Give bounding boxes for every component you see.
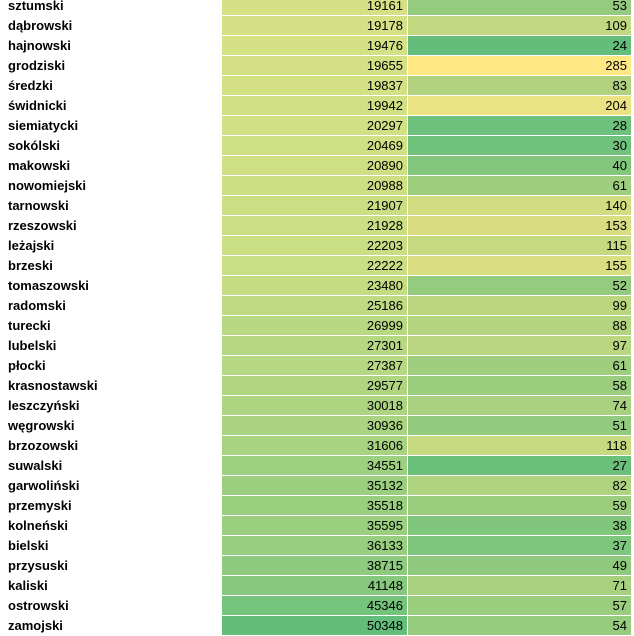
value-cell: 61 (408, 176, 631, 195)
row-label: bielski (8, 538, 49, 553)
row-label: leszczyński (8, 398, 80, 413)
value-cell: 23480 (222, 276, 407, 295)
value-cell: 19655 (222, 56, 407, 75)
value-cell: 35595 (222, 516, 407, 535)
value-cell: 109 (408, 16, 631, 35)
value-cell: 36133 (222, 536, 407, 555)
row-label: brzeski (8, 258, 53, 273)
value-cell: 53 (408, 0, 631, 15)
value-cell: 20297 (222, 116, 407, 135)
row-label: nowomiejski (8, 178, 87, 193)
value-cell: 38 (408, 516, 631, 535)
value-cell: 20890 (222, 156, 407, 175)
value-cell: 45346 (222, 596, 407, 615)
value-cell: 19178 (222, 16, 407, 35)
value-cell: 285 (408, 56, 631, 75)
value-cell: 118 (408, 436, 631, 455)
row-label: płocki (8, 358, 46, 373)
row-label: radomski (8, 298, 66, 313)
value-cell: 61 (408, 356, 631, 375)
value-cell: 99 (408, 296, 631, 315)
row-label: leżajski (8, 238, 55, 253)
row-label: węgrowski (8, 418, 75, 433)
value-cell: 27387 (222, 356, 407, 375)
value-cell: 21907 (222, 196, 407, 215)
row-label: sokólski (8, 138, 61, 153)
value-cell: 50348 (222, 616, 407, 635)
value-cell: 35518 (222, 496, 407, 515)
row-label: przemyski (8, 498, 72, 513)
row-label: hajnowski (8, 38, 71, 53)
value-cell: 52 (408, 276, 631, 295)
value-cell: 97 (408, 336, 631, 355)
value-cell: 82 (408, 476, 631, 495)
value-cell: 30 (408, 136, 631, 155)
row-label: sztumski (8, 0, 64, 13)
value-cell: 22203 (222, 236, 407, 255)
row-label: siemiatycki (8, 118, 79, 133)
value-cell: 54 (408, 616, 631, 635)
value-cell: 34551 (222, 456, 407, 475)
row-label: krasnostawski (8, 378, 98, 393)
value-cell: 71 (408, 576, 631, 595)
row-label: lubelski (8, 338, 57, 353)
value-cell: 83 (408, 76, 631, 95)
value-cell: 115 (408, 236, 631, 255)
value-cell: 37 (408, 536, 631, 555)
value-cell: 19837 (222, 76, 407, 95)
value-cell: 49 (408, 556, 631, 575)
value-cell: 21928 (222, 216, 407, 235)
value-cell: 28 (408, 116, 631, 135)
row-label: przysuski (8, 558, 68, 573)
row-label: zamojski (8, 618, 63, 633)
row-label: tarnowski (8, 198, 69, 213)
row-label: dąbrowski (8, 18, 73, 33)
value-cell: 19942 (222, 96, 407, 115)
value-cell: 74 (408, 396, 631, 415)
row-label: świdnicki (8, 98, 67, 113)
value-cell: 31606 (222, 436, 407, 455)
value-cell: 155 (408, 256, 631, 275)
value-cell: 26999 (222, 316, 407, 335)
row-label: tomaszowski (8, 278, 89, 293)
value-cell: 59 (408, 496, 631, 515)
value-cell: 24 (408, 36, 631, 55)
value-cell: 35132 (222, 476, 407, 495)
value-cell: 27301 (222, 336, 407, 355)
row-label: suwalski (8, 458, 63, 473)
value-cell: 25186 (222, 296, 407, 315)
value-cell: 30018 (222, 396, 407, 415)
value-cell: 38715 (222, 556, 407, 575)
value-cell: 19161 (222, 0, 407, 15)
value-cell: 204 (408, 96, 631, 115)
value-cell: 140 (408, 196, 631, 215)
value-cell: 51 (408, 416, 631, 435)
row-label: grodziski (8, 58, 66, 73)
value-cell: 40 (408, 156, 631, 175)
value-cell: 88 (408, 316, 631, 335)
value-cell: 27 (408, 456, 631, 475)
value-cell: 57 (408, 596, 631, 615)
value-cell: 58 (408, 376, 631, 395)
row-label: średzki (8, 78, 53, 93)
row-label: rzeszowski (8, 218, 77, 233)
value-cell: 29577 (222, 376, 407, 395)
row-label: kaliski (8, 578, 48, 593)
row-label: garwoliński (8, 478, 80, 493)
value-cell: 153 (408, 216, 631, 235)
value-cell: 22222 (222, 256, 407, 275)
value-cell: 20988 (222, 176, 407, 195)
value-cell: 20469 (222, 136, 407, 155)
row-label: brzozowski (8, 438, 79, 453)
row-label: turecki (8, 318, 51, 333)
value-cell: 41148 (222, 576, 407, 595)
row-label: kolneński (8, 518, 68, 533)
value-cell: 30936 (222, 416, 407, 435)
row-label: makowski (8, 158, 71, 173)
value-cell: 19476 (222, 36, 407, 55)
row-label: ostrowski (8, 598, 69, 613)
